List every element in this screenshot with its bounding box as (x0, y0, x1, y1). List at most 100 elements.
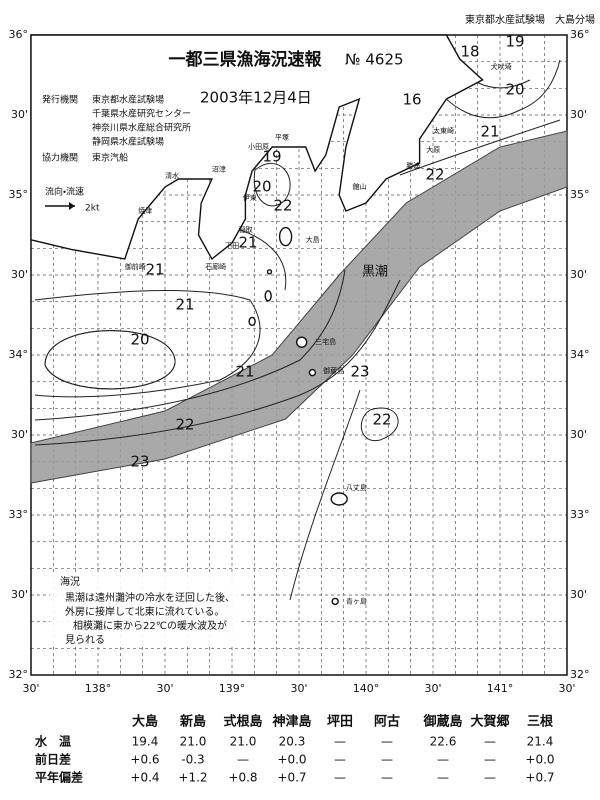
table-cell: +0.6 (130, 753, 159, 767)
longitude-label: 30' (22, 682, 39, 695)
table-header: 坪田 (327, 715, 353, 730)
contour-label: 19 (262, 148, 281, 166)
place-name: 沼津 (212, 164, 226, 173)
place-name: 青ヶ島 (346, 596, 367, 605)
report-number: № 4625 (345, 51, 404, 69)
longitude-label: 30' (156, 682, 173, 695)
latitude-label: 30' (11, 428, 28, 441)
latitude-label: 36° (570, 28, 590, 41)
latitude-label: 36° (9, 28, 29, 41)
place-name: 八丈島 (346, 483, 367, 492)
latitude-label: 30' (570, 268, 587, 281)
table-header: 神津島 (271, 714, 311, 730)
table-cell: — (484, 771, 496, 785)
latitude-label: 30' (11, 588, 28, 601)
place-name: 伊東 (243, 193, 257, 202)
table-cell: 21.0 (180, 735, 207, 749)
current-legend-scale: 2kt (85, 204, 100, 214)
table-header: 大島 (132, 714, 158, 730)
table-cell: 22.6 (430, 735, 457, 749)
contour-label: 16 (402, 91, 421, 109)
contour-line (34, 290, 261, 398)
contour-label: 22 (372, 411, 391, 429)
table-header: 大賀郷 (470, 714, 509, 730)
table-cell: 20.3 (279, 735, 306, 749)
table-cell: -0.3 (181, 753, 204, 767)
table-cell: — (484, 753, 496, 767)
table-cell: +1.2 (178, 771, 207, 785)
place-name: 犬吠埼 (491, 62, 512, 71)
notes-title: 海況 (60, 575, 80, 588)
latitude-label: 34° (570, 348, 590, 361)
current-name: 黒潮 (362, 265, 388, 280)
place-name: 石廊崎 (205, 262, 226, 271)
place-name: 太東崎 (433, 126, 454, 135)
contour-label: 22 (175, 416, 194, 434)
place-name: 清水 (165, 171, 179, 180)
cooperator: 東京汽船 (92, 152, 128, 164)
longitude-label: 30' (424, 682, 441, 695)
land (30, 34, 484, 644)
table-cell: 19.4 (132, 735, 159, 749)
table-row-label: 前日差 (35, 752, 71, 767)
table-row-label: 平年偏差 (35, 770, 83, 785)
contour-line (399, 119, 561, 176)
publisher: 東京都水産試験場 (92, 94, 164, 106)
place-name: 三宅島 (315, 337, 336, 346)
contour-line (239, 229, 287, 291)
latitude-label: 32° (9, 668, 29, 681)
island (308, 368, 317, 377)
latitude-label: 30' (11, 108, 28, 121)
contour-label: 22 (425, 166, 444, 184)
island (295, 336, 308, 348)
island (264, 290, 272, 302)
table-header: 式根島 (223, 714, 262, 730)
latitude-label: 30' (11, 268, 28, 281)
place-name: 平塚 (275, 132, 289, 141)
latitude-label: 30' (570, 428, 587, 441)
island (278, 226, 293, 247)
table-cell: — (334, 735, 346, 749)
contour-label: 20 (505, 81, 524, 99)
table-header: 新島 (179, 714, 206, 730)
table-cell: — (437, 771, 449, 785)
island (331, 597, 339, 606)
coastline-honshu (30, 34, 484, 261)
latitude-label: 33° (570, 508, 590, 521)
current-arrow-head (69, 202, 75, 210)
contour-line (34, 279, 401, 446)
contour-line (360, 407, 399, 442)
longitude-label: 30' (290, 682, 307, 695)
contour-label: 21 (235, 363, 254, 381)
contour-line (289, 389, 361, 601)
table-header: 三根 (527, 714, 554, 730)
table-row-label: 水 温 (34, 734, 71, 749)
sea-features (30, 39, 568, 601)
island (330, 492, 348, 506)
table-cell: +0.0 (525, 753, 554, 767)
notes-line: 黒潮は遠州灘沖の冷水を迂回した後、 (65, 591, 235, 604)
latitude-label: 32° (570, 668, 590, 681)
publishers-label: 発行機関 (42, 94, 78, 106)
report-title: 一都三県漁海況速報 (169, 49, 323, 70)
notes-line: 外房に接岸して北東に流れている。 (65, 605, 224, 618)
table-cell: +0.7 (525, 771, 554, 785)
table-cell: +0.0 (277, 753, 306, 767)
contour-line (253, 163, 291, 207)
publisher: 神奈川県水産総合研究所 (92, 122, 191, 134)
contour-label: 21 (238, 234, 257, 252)
place-name: 稲取 (239, 225, 253, 234)
place-name: 館山 (353, 182, 367, 191)
notes-line: 相模灘に東から22℃の暖水波及が (73, 619, 227, 632)
table-cell: +0.4 (130, 771, 159, 785)
place-name: 小田原 (248, 142, 269, 151)
longitude-label: 140° (353, 682, 380, 695)
island (266, 269, 273, 275)
contour-label: 18 (460, 43, 479, 61)
table-cell: +0.7 (277, 771, 306, 785)
contour-label: 22 (273, 197, 292, 215)
contour-label: 19 (505, 33, 524, 51)
island (248, 316, 256, 327)
